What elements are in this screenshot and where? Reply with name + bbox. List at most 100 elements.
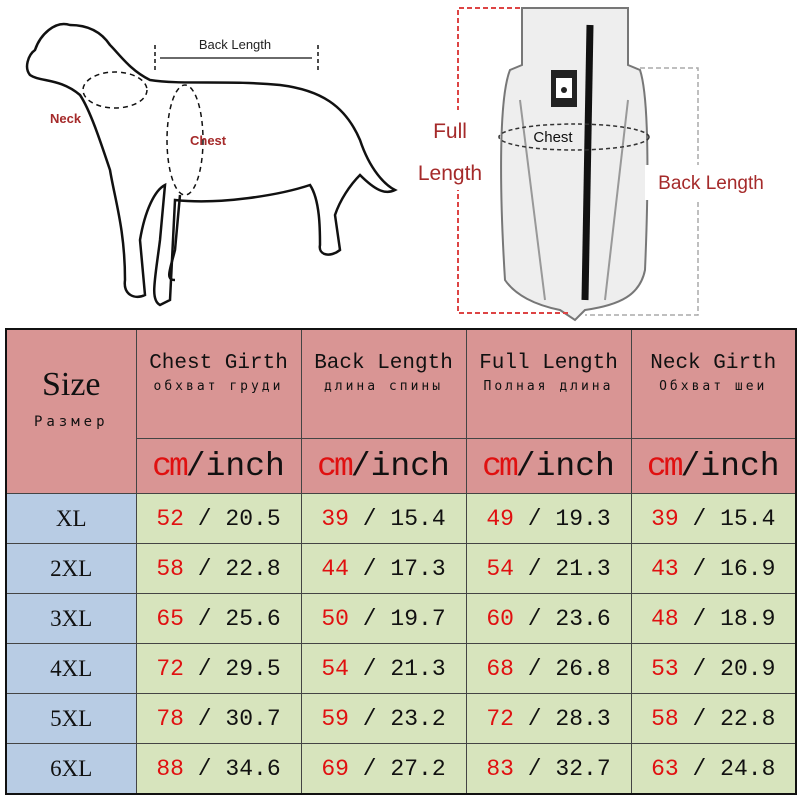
column-header: Neck Girth Обхват шеи: [630, 328, 797, 439]
cm-value: 78: [156, 705, 184, 732]
inch-value: 29.5: [225, 655, 281, 682]
measurement-cell: 43 / 16.9: [630, 543, 797, 594]
cm-value: 53: [651, 655, 679, 682]
inch-value: 32.7: [555, 755, 611, 782]
measurement-cell: 68 / 26.8: [465, 643, 632, 694]
inch-value: 18.9: [720, 605, 776, 632]
separator: /: [513, 705, 556, 732]
inch-value: 21.3: [390, 655, 446, 682]
measurement-cell: 83 / 32.7: [465, 743, 632, 795]
column-header-ru: Полная длина: [483, 379, 614, 394]
separator: /: [678, 755, 721, 782]
measurement-cell: 65 / 25.6: [135, 593, 302, 644]
size-header-ru: Размер: [33, 414, 109, 430]
column-header-en: Chest Girth: [149, 352, 288, 375]
measurement-cell: 54 / 21.3: [300, 643, 467, 694]
dog-label-chest: Chest: [190, 133, 227, 148]
inch-value: 22.8: [225, 555, 281, 582]
measurement-cell: 48 / 18.9: [630, 593, 797, 644]
inch-value: 26.8: [555, 655, 611, 682]
measurement-cell: 88 / 34.6: [135, 743, 302, 795]
cm-value: 63: [651, 755, 679, 782]
cm-value: 83: [486, 755, 514, 782]
coat-label-chest: Chest: [533, 129, 573, 146]
cm-value: 44: [321, 555, 349, 582]
separator: /: [513, 755, 556, 782]
size-header-en: Size: [41, 366, 101, 403]
cm-value: 69: [321, 755, 349, 782]
size-chart-table: Size Размер Chest Girth обхват груди Back…: [5, 328, 797, 795]
unit-inch: /inch: [515, 447, 615, 485]
measurement-cell: 78 / 30.7: [135, 693, 302, 744]
separator: /: [513, 655, 556, 682]
table-row: 5XL 78 / 30.7 59 / 23.2 72 / 28.3 58 / 22.8: [5, 693, 797, 744]
unit-label: cm/inch: [630, 438, 797, 494]
measurement-cell: 63 / 24.8: [630, 743, 797, 795]
inch-value: 19.3: [555, 505, 611, 532]
dog-label-neck: Neck: [50, 111, 82, 126]
cm-value: 43: [651, 555, 679, 582]
measurement-illustration: Back Length Neck Chest Full Length Chest…: [25, 7, 780, 322]
size-cell: XL: [5, 493, 137, 544]
table-row: 2XL 58 / 22.8 44 / 17.3 54 / 21.3 43 / 16.9: [5, 543, 797, 594]
separator: /: [348, 705, 391, 732]
separator: /: [348, 555, 391, 582]
separator: /: [513, 605, 556, 632]
inch-value: 15.4: [720, 505, 776, 532]
cm-value: 39: [651, 505, 679, 532]
unit-inch: /inch: [350, 447, 450, 485]
measurement-cell: 50 / 19.7: [300, 593, 467, 644]
separator: /: [348, 505, 391, 532]
unit-label: cm/inch: [300, 438, 467, 494]
unit-cm: cm: [646, 447, 684, 485]
separator: /: [348, 755, 391, 782]
cm-value: 48: [651, 605, 679, 632]
table-row: 6XL 88 / 34.6 69 / 27.2 83 / 32.7 63 / 24.8: [5, 743, 797, 795]
measurement-cell: 72 / 29.5: [135, 643, 302, 694]
size-rows: XL 52 / 20.5 39 / 15.4 49 / 19.3 39 / 15.4 2X…: [5, 493, 797, 795]
inch-value: 23.2: [390, 705, 446, 732]
separator: /: [513, 505, 556, 532]
separator: /: [513, 555, 556, 582]
column-header-en: Back Length: [314, 352, 453, 375]
cm-value: 60: [486, 605, 514, 632]
size-cell: 5XL: [5, 693, 137, 744]
inch-value: 30.7: [225, 705, 281, 732]
size-cell: 4XL: [5, 643, 137, 694]
cm-value: 52: [156, 505, 184, 532]
measurement-cell: 59 / 23.2: [300, 693, 467, 744]
separator: /: [348, 655, 391, 682]
measurement-cell: 52 / 20.5: [135, 493, 302, 544]
cm-value: 68: [486, 655, 514, 682]
measurement-cell: 39 / 15.4: [630, 493, 797, 544]
column-header-en: Neck Girth: [650, 352, 777, 375]
measurement-cell: 54 / 21.3: [465, 543, 632, 594]
separator: /: [183, 505, 226, 532]
coat-label-length: Length: [418, 162, 482, 185]
unit-cm: cm: [317, 447, 354, 485]
column-header-ru: длина спины: [323, 379, 444, 394]
cm-value: 59: [321, 705, 349, 732]
separator: /: [678, 655, 721, 682]
separator: /: [183, 655, 226, 682]
measurement-cell: 44 / 17.3: [300, 543, 467, 594]
column-header: Back Length длина спины: [300, 328, 467, 439]
column-header: Full Length Полная длина: [465, 328, 632, 439]
unit-label: cm/inch: [465, 438, 632, 494]
inch-value: 24.8: [720, 755, 776, 782]
inch-value: 34.6: [225, 755, 281, 782]
separator: /: [678, 705, 721, 732]
separator: /: [183, 555, 226, 582]
column-header: Chest Girth обхват груди: [135, 328, 302, 439]
inch-value: 25.6: [225, 605, 281, 632]
inch-value: 16.9: [720, 555, 776, 582]
column-header-en: Full Length: [479, 352, 618, 375]
measurement-cell: 60 / 23.6: [465, 593, 632, 644]
separator: /: [678, 555, 721, 582]
separator: /: [183, 705, 226, 732]
column-header-ru: Обхват шеи: [659, 379, 768, 394]
dog-outline-illustration: [25, 22, 398, 307]
table-row: XL 52 / 20.5 39 / 15.4 49 / 19.3 39 / 15.4: [5, 493, 797, 544]
coat-label-back-length: Back Length: [658, 173, 764, 194]
measurement-cell: 69 / 27.2: [300, 743, 467, 795]
